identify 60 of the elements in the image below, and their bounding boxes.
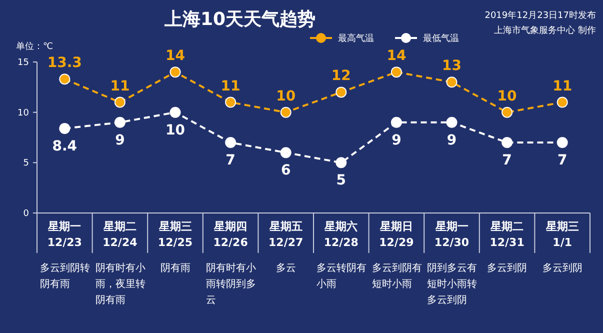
- x-tick-label: 星期三 12/25: [158, 220, 193, 249]
- x-tick-label: 星期一 12/23: [47, 220, 82, 249]
- data-label: 8.4: [52, 138, 78, 154]
- y-tick-label: 10: [18, 108, 30, 118]
- text: 阴有时有小雨，夜里转阴有雨: [95, 262, 146, 306]
- data-label: 7: [502, 152, 512, 169]
- x-tick-label: 星期六 12/28: [324, 220, 358, 249]
- text: 多云转阴有小雨: [316, 262, 366, 290]
- data-label: 5: [336, 172, 346, 189]
- data-label: 11: [552, 78, 572, 94]
- legend-label: 最低气温: [423, 33, 459, 44]
- point: [390, 116, 402, 128]
- y-tick-label: 0: [23, 209, 30, 219]
- x-tick-label: 星期四 12/26: [213, 220, 248, 249]
- data-label: 9: [115, 132, 125, 148]
- point: [170, 106, 181, 118]
- text: 上海市气象服务中心 制作: [494, 25, 596, 36]
- data-label: 10: [166, 122, 186, 138]
- legend-label: 最高气温: [338, 33, 374, 44]
- data-label: 10: [497, 88, 518, 104]
- text: 阴有时有小雨转阴到多云: [206, 262, 256, 306]
- data-label: 11: [110, 78, 130, 94]
- data-label: 9: [446, 132, 457, 148]
- data-label: 12: [331, 68, 351, 84]
- point: [336, 157, 347, 168]
- data-label: 14: [386, 48, 406, 64]
- y-tick-label: 5: [23, 158, 29, 169]
- point: [225, 137, 236, 148]
- x-tick-label: 星期二 12/24: [102, 220, 138, 249]
- data-label: 9: [392, 132, 402, 148]
- point: [446, 116, 458, 128]
- data-label: 10: [276, 88, 296, 104]
- text: 多云: [276, 262, 296, 274]
- text: 多云到阴转阴有雨: [40, 262, 90, 290]
- chart-title: 上海10天天气趋势: [163, 9, 316, 30]
- text: 阴有雨: [160, 262, 190, 274]
- point: [502, 137, 513, 148]
- y-tick-label: 15: [18, 58, 29, 68]
- data-label: 7: [226, 152, 236, 169]
- data-label: 11: [220, 78, 240, 94]
- data-label: 7: [557, 152, 568, 169]
- data-label: 13.3: [47, 55, 82, 72]
- point: [114, 116, 126, 128]
- data-label: 6: [280, 162, 291, 179]
- chart-subtitle: 2019年12月23日17时发布: [484, 10, 596, 21]
- x-tick-label: 星期三 1/1: [544, 220, 579, 249]
- point: [59, 122, 70, 134]
- data-label: 14: [166, 48, 186, 64]
- x-tick-label: 星期一 12/30: [434, 220, 470, 249]
- text: 阴到多云有短时小雨转多云到阴: [427, 262, 478, 306]
- x-tick-label: 星期五 12/27: [268, 220, 304, 249]
- x-tick-label: 星期日 12/29: [378, 220, 414, 249]
- text: 多云到阴有短时小雨: [372, 262, 422, 290]
- data-label: 13: [442, 58, 462, 74]
- text: 多云到阴: [487, 262, 528, 274]
- point: [280, 147, 292, 158]
- x-tick-label: 星期二 12/31: [490, 220, 524, 249]
- point: [556, 137, 568, 148]
- y-axis-title: 单位：℃: [16, 41, 54, 52]
- text: 多云到阴: [542, 262, 582, 274]
